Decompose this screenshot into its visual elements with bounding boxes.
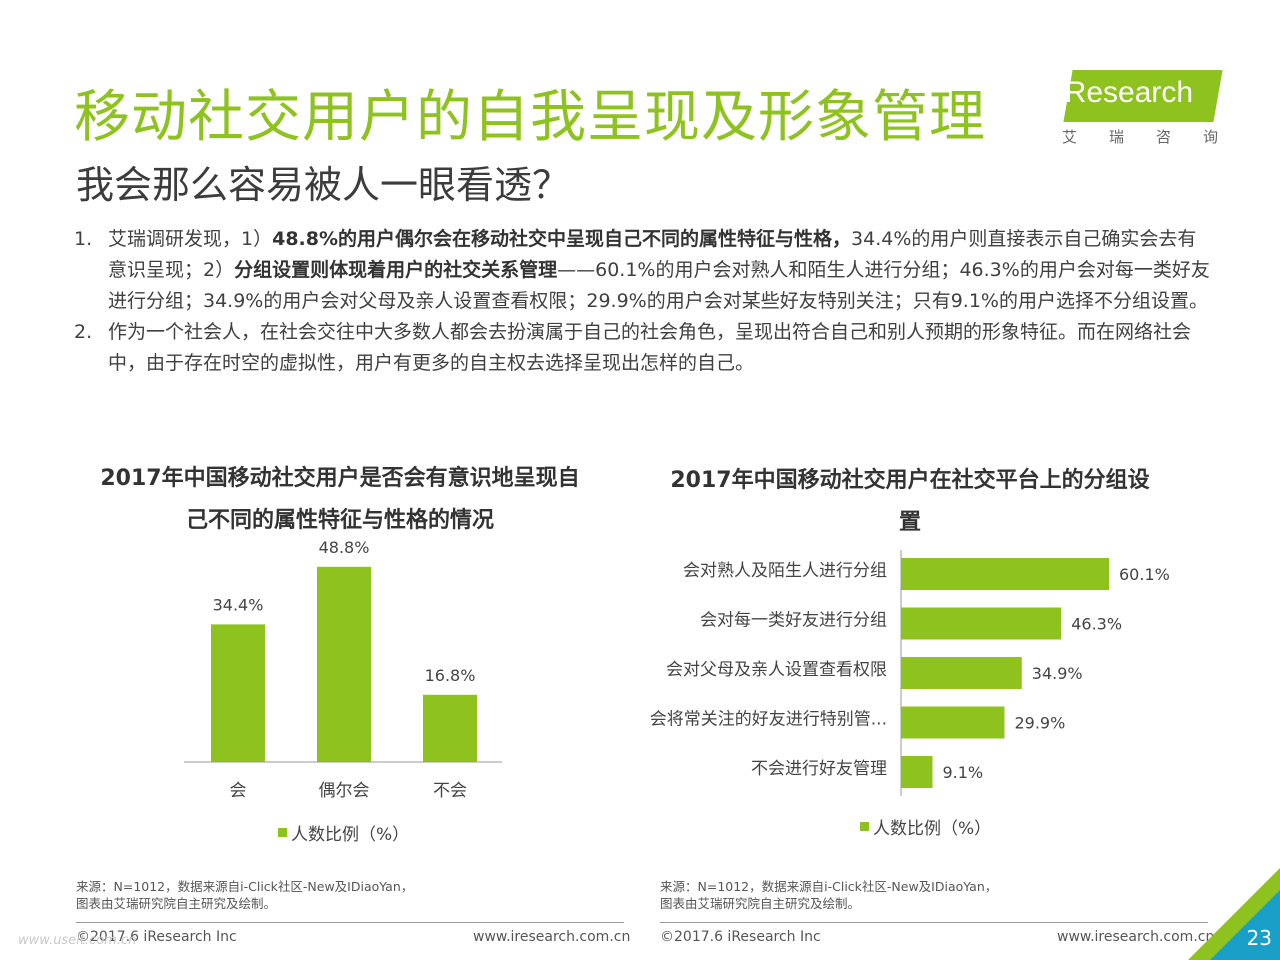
logo-brand-text: iResearch xyxy=(1058,76,1194,109)
page-subtitle: 我会那么容易被人一眼看透？ xyxy=(76,163,571,207)
legend-label: 人数比例（%） xyxy=(873,819,992,839)
y-tick-label: 会对熟人及陌生人进行分组 xyxy=(683,560,887,581)
iresearch-logo: iResearch 艾 瑞 咨 询 xyxy=(1058,68,1223,150)
source-line: 来源：N=1012，数据来源自i-Click社区-New及IDiaoYan， xyxy=(76,879,414,894)
footer-copyright-left: ©2017.6 iResearch Inc xyxy=(76,929,237,945)
data-label: 60.1% xyxy=(1119,565,1170,584)
data-label: 34.9% xyxy=(1032,664,1083,683)
x-tick-label: 偶尔会 xyxy=(319,781,370,801)
footer-divider-left xyxy=(76,922,624,923)
data-label: 48.8% xyxy=(319,538,370,557)
bar xyxy=(901,657,1022,689)
bar xyxy=(423,694,477,762)
footer-website-left[interactable]: www.iresearch.com.cn xyxy=(473,929,631,945)
finding-text: 艾瑞调研发现，1） xyxy=(108,228,273,250)
finding-highlight: 分组设置则体现着用户的社交关系管理 xyxy=(234,259,558,281)
corner-triangle-blue xyxy=(1210,890,1280,960)
source-line: 图表由艾瑞研究院自主研究及绘制。 xyxy=(76,896,277,911)
bar xyxy=(901,756,933,788)
finding-highlight: 48.8%的用户偶尔会在移动社交中呈现自己不同的属性特征与性格， xyxy=(272,228,852,250)
chart-2-source: 来源：N=1012，数据来源自i-Click社区-New及IDiaoYan， 图… xyxy=(660,878,997,912)
chart-2-horizontal-bar: 60.1% 会对熟人及陌生人进行分组 46.3% 会对每一类好友进行分组 34.9% 会对… xyxy=(650,550,1170,796)
y-tick-label: 会对每一类好友进行分组 xyxy=(700,611,887,631)
chart-1-title: 2017年中国移动社交用户是否会有意识地呈现自己不同的属性特征与性格的情况 xyxy=(100,466,580,533)
bar xyxy=(901,558,1109,590)
finding-1: 1. 艾瑞调研发现，1）48.8%的用户偶尔会在移动社交中呈现自己不同的属性特征… xyxy=(74,224,1214,317)
logo-char: 艾 xyxy=(1062,128,1078,146)
bar xyxy=(901,607,1062,640)
finding-2: 2. 作为一个社会人，在社会交往中大多数人都会去扮演属于自己的社会角色，呈现出符… xyxy=(74,317,1214,379)
data-label: 9.1% xyxy=(942,763,983,782)
bar xyxy=(901,706,1005,739)
chart-1-source: 来源：N=1012，数据来源自i-Click社区-New及IDiaoYan， 图… xyxy=(76,878,413,912)
data-label: 16.8% xyxy=(425,666,476,685)
watermark: www.useit.com.cn xyxy=(18,933,137,948)
source-line: 来源：N=1012，数据来源自i-Click社区-New及IDiaoYan， xyxy=(660,879,998,894)
x-tick-label: 不会 xyxy=(433,781,467,801)
data-label: 34.4% xyxy=(213,595,264,614)
data-label: 46.3% xyxy=(1071,615,1122,634)
legend-swatch xyxy=(860,822,869,831)
y-tick-label: 会对父母及亲人设置查看权限 xyxy=(666,660,887,680)
page-number: 23 xyxy=(1246,926,1272,950)
bar xyxy=(211,624,265,762)
logo-char: 咨 xyxy=(1155,128,1171,146)
y-tick-label: 会将常关注的好友进行特别管... xyxy=(650,710,887,730)
page-title: 移动社交用户的自我呈现及形象管理 xyxy=(74,85,986,150)
chart-1-legend: 人数比例（%） xyxy=(278,820,409,845)
finding-number: 1. xyxy=(74,228,93,250)
chart-1-vertical-bar: 34.4% 会 48.8% 偶尔会 16.8% 不会 xyxy=(184,538,502,801)
logo-char: 询 xyxy=(1202,128,1218,146)
bar xyxy=(317,566,371,762)
y-tick-label: 不会进行好友管理 xyxy=(751,759,887,779)
chart-2-legend: 人数比例（%） xyxy=(860,814,991,839)
finding-number: 2. xyxy=(74,321,93,343)
page-corner-decoration: 23 xyxy=(1188,868,1280,960)
legend-label: 人数比例（%） xyxy=(291,825,410,845)
footer-website-right[interactable]: www.iresearch.com.cn xyxy=(1057,929,1215,945)
legend-swatch xyxy=(278,828,287,837)
footer-copyright-right: ©2017.6 iResearch Inc xyxy=(660,929,821,945)
x-tick-label: 会 xyxy=(230,781,247,801)
logo-chinese-name: 艾 瑞 咨 询 xyxy=(1062,126,1218,147)
footer-divider-right xyxy=(660,922,1208,923)
source-line: 图表由艾瑞研究院自主研究及绘制。 xyxy=(660,896,861,911)
finding-text: ——60.1%的用户会对熟人和陌生人进行分组；46.3%的用户会对每一类好友进行… xyxy=(108,259,1210,312)
finding-text: 作为一个社会人，在社会交往中大多数人都会去扮演属于自己的社会角色，呈现出符合自己… xyxy=(108,321,1192,374)
chart-2-title: 2017年中国移动社交用户在社交平台上的分组设置 xyxy=(670,468,1150,535)
key-findings: 1. 艾瑞调研发现，1）48.8%的用户偶尔会在移动社交中呈现自己不同的属性特征… xyxy=(74,224,1214,379)
finding-text: 34.4%的用户则直接表示自己确实会去有意识呈现；2） xyxy=(108,228,1197,281)
logo-char: 瑞 xyxy=(1108,128,1124,146)
data-label: 29.9% xyxy=(1014,714,1065,733)
